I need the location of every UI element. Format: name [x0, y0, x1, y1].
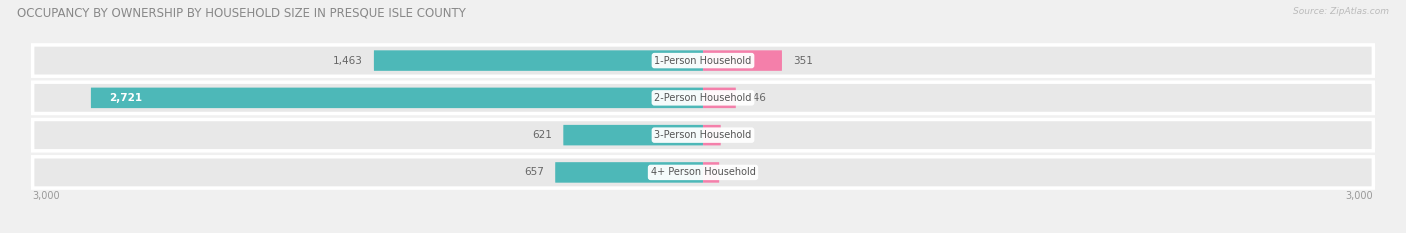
FancyBboxPatch shape	[555, 162, 703, 183]
FancyBboxPatch shape	[703, 88, 735, 108]
FancyBboxPatch shape	[703, 162, 720, 183]
Text: 146: 146	[747, 93, 766, 103]
Text: 3,000: 3,000	[32, 191, 60, 201]
Text: 2-Person Household: 2-Person Household	[654, 93, 752, 103]
Text: OCCUPANCY BY OWNERSHIP BY HOUSEHOLD SIZE IN PRESQUE ISLE COUNTY: OCCUPANCY BY OWNERSHIP BY HOUSEHOLD SIZE…	[17, 7, 465, 20]
Text: 79: 79	[733, 130, 745, 140]
FancyBboxPatch shape	[564, 125, 703, 145]
Text: 1,463: 1,463	[333, 56, 363, 65]
FancyBboxPatch shape	[32, 82, 1374, 113]
Text: 351: 351	[793, 56, 813, 65]
FancyBboxPatch shape	[32, 45, 1374, 76]
FancyBboxPatch shape	[374, 50, 703, 71]
Text: Source: ZipAtlas.com: Source: ZipAtlas.com	[1294, 7, 1389, 16]
Text: 1-Person Household: 1-Person Household	[654, 56, 752, 65]
FancyBboxPatch shape	[32, 157, 1374, 188]
Text: 621: 621	[533, 130, 553, 140]
Text: 2,721: 2,721	[108, 93, 142, 103]
Text: 4+ Person Household: 4+ Person Household	[651, 168, 755, 177]
Text: 657: 657	[524, 168, 544, 177]
FancyBboxPatch shape	[91, 88, 703, 108]
Text: 3-Person Household: 3-Person Household	[654, 130, 752, 140]
FancyBboxPatch shape	[703, 50, 782, 71]
FancyBboxPatch shape	[32, 120, 1374, 151]
FancyBboxPatch shape	[703, 125, 721, 145]
Text: 3,000: 3,000	[1346, 191, 1374, 201]
Text: 72: 72	[731, 168, 744, 177]
